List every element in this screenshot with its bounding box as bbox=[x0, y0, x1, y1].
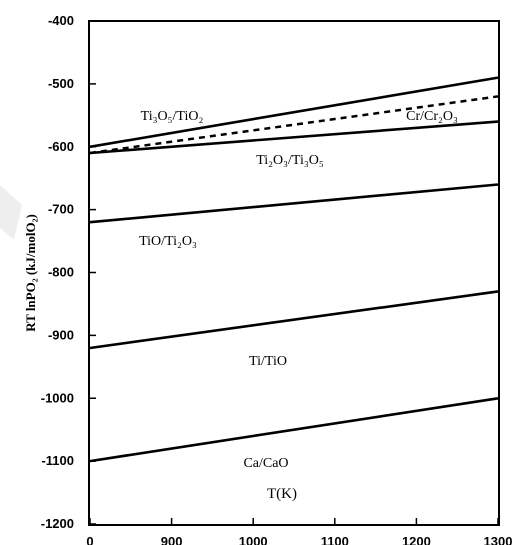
x-axis: 0 900 1000 1100 1200 1300 bbox=[86, 518, 512, 545]
x-tick-label: 900 bbox=[161, 534, 183, 545]
y-tick-label: -700 bbox=[48, 202, 74, 217]
series-lines bbox=[89, 76, 499, 463]
y-tick-label: -1000 bbox=[41, 390, 74, 405]
series-line bbox=[89, 397, 499, 463]
y-tick-label: -500 bbox=[48, 76, 74, 91]
series-line bbox=[89, 76, 499, 149]
series-label: Ti/TiO bbox=[249, 354, 287, 369]
series-line bbox=[89, 95, 499, 155]
series-line bbox=[89, 120, 499, 155]
series-line bbox=[89, 183, 499, 224]
y-tick-label: -800 bbox=[48, 265, 74, 280]
y-tick-label: -600 bbox=[48, 139, 74, 154]
watermark-logo bbox=[0, 185, 22, 240]
series-label: TiO/Ti₂O₃ bbox=[139, 234, 197, 249]
plot-area bbox=[88, 20, 500, 526]
y-tick-label: -900 bbox=[48, 327, 74, 342]
x-tick-label: 1300 bbox=[484, 534, 513, 545]
x-tick-label: 1100 bbox=[321, 534, 349, 545]
x-tick-label: 0 bbox=[86, 534, 93, 545]
series-label: Ti₃O₅/TiO₂ bbox=[141, 109, 204, 124]
y-tick-label: -1100 bbox=[41, 453, 74, 468]
x-axis-title: T(K) bbox=[267, 486, 297, 502]
series-line bbox=[89, 290, 499, 350]
y-axis-title: RT lnPO₂ (kJ/molO₂) bbox=[23, 214, 38, 332]
series-label: Ti₂O₃/Ti₃O₅ bbox=[256, 153, 324, 168]
y-tick-label: -1200 bbox=[41, 516, 74, 531]
x-tick-label: 1200 bbox=[402, 534, 431, 545]
y-axis: -400 -500 -600 -700 -800 -900 -1000 -1100 -1200 bbox=[41, 13, 96, 531]
series-label: Ca/CaO bbox=[243, 456, 288, 471]
series-label: Cr/Cr₂O₃ bbox=[406, 109, 458, 124]
x-tick-label: 1000 bbox=[239, 534, 268, 545]
series-labels: Ti₃O₅/TiO₂ Cr/Cr₂O₃ Ti₂O₃/Ti₃O₅ TiO/Ti₂O₃ Ti… bbox=[139, 109, 458, 471]
y-tick-label: -400 bbox=[48, 13, 74, 28]
